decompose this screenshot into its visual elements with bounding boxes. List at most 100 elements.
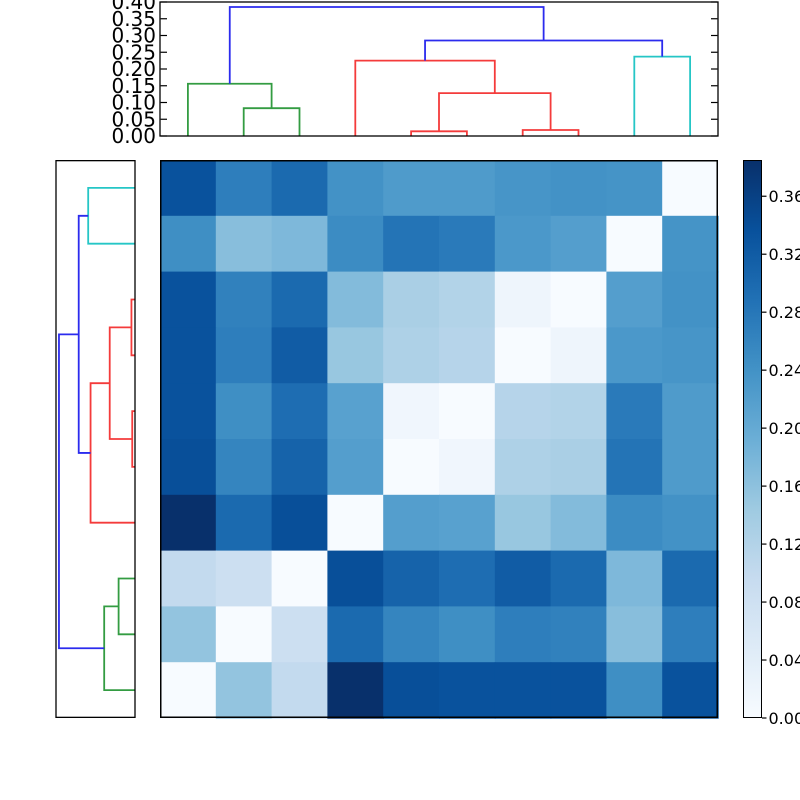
heatmap-cell — [494, 327, 552, 384]
heatmap-cell — [271, 439, 329, 496]
heatmap-cell — [494, 494, 552, 552]
heatmap-cell — [327, 383, 384, 440]
top-dendrogram-link-red — [521, 129, 580, 136]
top-dendrogram-link-cyan — [633, 55, 691, 136]
heatmap-cell — [550, 662, 608, 719]
heatmap-cell — [327, 327, 384, 384]
top-dendrogram: 0.400.350.300.250.200.150.100.050.00 — [111, 0, 719, 148]
top-dendrogram-link-red — [354, 59, 496, 136]
heatmap-cell — [215, 271, 273, 329]
heatmap-cell — [494, 383, 552, 440]
heatmap-cell — [662, 550, 719, 608]
heatmap-cell — [606, 494, 663, 552]
left-dendrogram-frame — [55, 159, 136, 719]
heatmap-cell — [383, 494, 440, 552]
top-dendrogram-tick-label: 0.30 — [111, 24, 156, 48]
heatmap-cell — [550, 439, 608, 496]
heatmap-cell — [606, 215, 663, 273]
heatmap-cell — [215, 215, 273, 273]
heatmap-cell — [160, 160, 217, 217]
heatmap-cell — [271, 160, 329, 217]
left-dendrogram-link-red — [89, 382, 135, 524]
heatmap-cell — [494, 606, 552, 663]
heatmap-cell — [271, 327, 329, 384]
heatmap-cell — [160, 271, 217, 329]
colorbar-gradient — [743, 160, 762, 718]
heatmap-cell — [606, 439, 663, 496]
heatmap-cell — [439, 271, 496, 329]
heatmap-cell — [439, 327, 496, 384]
heatmap-cell — [662, 160, 719, 217]
top-dendrogram-tick-label: 0.00 — [111, 124, 156, 148]
heatmap-cell — [327, 494, 384, 552]
heatmap-cell — [383, 550, 440, 608]
heatmap-cell — [606, 662, 663, 719]
heatmap-cell — [383, 439, 440, 496]
heatmap-cell — [494, 160, 552, 217]
heatmap-cell — [327, 662, 384, 719]
top-dendrogram-tick-label: 0.25 — [111, 40, 156, 64]
heatmap-cell — [160, 383, 217, 440]
top-dendrogram-link-blue — [424, 39, 664, 61]
heatmap-cell — [494, 550, 552, 608]
heatmap-cell — [327, 550, 384, 608]
heatmap-cell — [662, 271, 719, 329]
heatmap-cell — [550, 383, 608, 440]
heatmap-cell — [271, 271, 329, 329]
heatmap-cell — [662, 439, 719, 496]
colorbar-tick-label: 0.20 — [769, 419, 800, 438]
heatmap-cell — [271, 550, 329, 608]
heatmap-cell — [271, 215, 329, 273]
heatmap-cell — [439, 606, 496, 663]
heatmap-cell — [439, 383, 496, 440]
colorbar-tick-label: 0.24 — [769, 361, 800, 380]
left-dendrogram-link-cyan — [87, 187, 135, 245]
heatmap-cell — [439, 494, 496, 552]
heatmap-cell — [215, 160, 273, 217]
heatmap-cell — [215, 550, 273, 608]
heatmap-cell — [606, 160, 663, 217]
top-dendrogram-link-red — [410, 130, 468, 136]
heatmap-cell — [439, 160, 496, 217]
heatmap-cell — [383, 606, 440, 663]
top-dendrogram-tick-label: 0.35 — [111, 7, 156, 31]
colorbar-tick-label: 0.00 — [769, 709, 800, 728]
heatmap-cell — [271, 662, 329, 719]
heatmap-cell — [215, 327, 273, 384]
heatmap-cell — [327, 160, 384, 217]
heatmap-cell — [662, 494, 719, 552]
heatmap-cell — [606, 327, 663, 384]
left-dendrogram-link-blue — [77, 214, 91, 454]
heatmap-cell — [550, 494, 608, 552]
heatmap-cell — [160, 550, 217, 608]
heatmap-cell — [215, 494, 273, 552]
top-dendrogram-link-blue — [228, 6, 545, 84]
colorbar-axis: 0.36 0.32 0.28 0.24 0.20 0.16 0.12 0.08 0.04 0.00 — [762, 187, 800, 728]
left-dendrogram-link-blue — [58, 333, 105, 650]
heatmap-cell — [327, 215, 384, 273]
colorbar-tick-label: 0.12 — [769, 535, 800, 554]
colorbar-tick-label: 0.28 — [769, 303, 800, 322]
heatmap — [160, 160, 719, 719]
heatmap-cell — [383, 327, 440, 384]
top-dendrogram-link-red — [438, 92, 552, 132]
heatmap-cell — [550, 215, 608, 273]
heatmap-cell — [606, 271, 663, 329]
heatmap-cell — [606, 606, 663, 663]
heatmap-cell — [215, 383, 273, 440]
heatmap-cell — [662, 383, 719, 440]
heatmap-cell — [383, 383, 440, 440]
heatmap-cell — [215, 662, 273, 719]
top-dendrogram-tick-label: 0.10 — [111, 91, 156, 115]
heatmap-cell — [662, 662, 719, 719]
heatmap-frame — [160, 160, 718, 718]
heatmap-cell — [439, 662, 496, 719]
heatmap-cell — [160, 215, 217, 273]
colorbar-tick-label: 0.04 — [769, 651, 800, 670]
colorbar-tick-label: 0.36 — [769, 187, 800, 206]
heatmap-cell — [494, 662, 552, 719]
heatmap-cell — [383, 215, 440, 273]
left-dendrogram-link-green — [117, 577, 135, 636]
heatmap-cell — [606, 550, 663, 608]
heatmap-cell — [606, 383, 663, 440]
